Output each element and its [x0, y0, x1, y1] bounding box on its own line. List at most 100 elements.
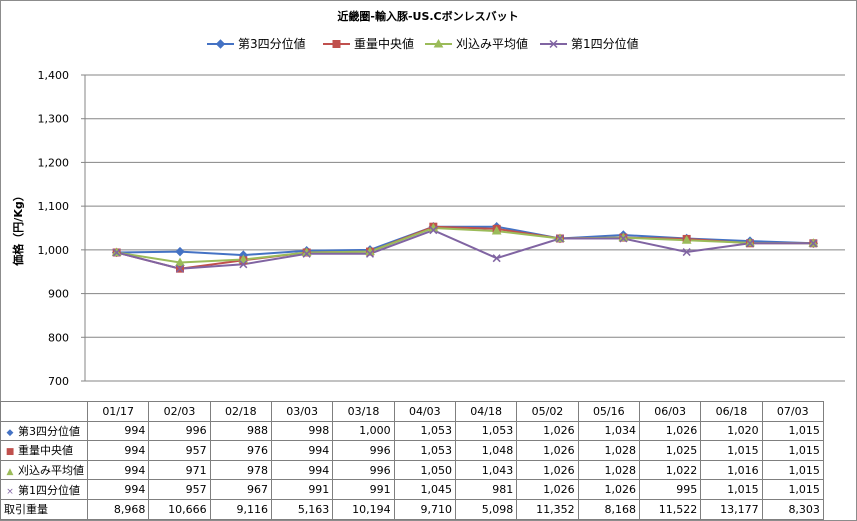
table-cell: 996	[148, 420, 211, 442]
y-tick-label: 1,400	[38, 69, 70, 82]
table-corner	[0, 401, 88, 422]
table-cell: 10,666	[148, 498, 211, 520]
table-cell: 1,026	[516, 459, 579, 481]
table-cell: 967	[209, 479, 272, 500]
legend-marker	[332, 40, 341, 48]
table-cell: 1,026	[638, 420, 702, 442]
table-cell: 991	[332, 479, 395, 500]
table-cell: 1,020	[700, 420, 763, 442]
table-cell: 1,000	[332, 420, 395, 442]
legend-key-icon: ×	[6, 486, 14, 497]
table-cell: 994	[270, 440, 334, 461]
data-point	[682, 248, 691, 257]
table-cell: 1,015	[700, 479, 763, 500]
table-cell: 1,026	[577, 479, 640, 500]
legend-key-icon: ◆	[6, 427, 14, 438]
table-cell: 1,022	[638, 459, 702, 481]
data-point	[365, 249, 375, 258]
legend-marker	[433, 38, 444, 48]
data-point	[175, 264, 185, 273]
table-row: × 第1四分位値 994 957 967 991 991 1,045 981 1,026 1,026…	[0, 479, 824, 500]
table-cell: 1,048	[454, 440, 518, 461]
table-cell: 991	[270, 479, 334, 500]
legend-label: 刈込み平均値	[456, 36, 528, 51]
data-point	[429, 226, 438, 235]
table-cell: 1,053	[393, 440, 456, 461]
y-tick-label: 900	[48, 288, 69, 301]
table-header-row: 01/17 02/03 02/18 03/03 03/18 04/03 04/18 05/02…	[0, 401, 824, 422]
table-cell: 1,015	[761, 440, 824, 461]
x-tick-label: 03/18	[332, 401, 395, 422]
x-tick-label: 06/18	[700, 401, 763, 422]
table-cell: 9,116	[209, 498, 272, 520]
table-cell: 5,098	[454, 498, 518, 520]
table-cell: 994	[86, 459, 150, 481]
data-point	[112, 248, 121, 257]
data-point	[555, 234, 565, 243]
table-cell: 8,168	[577, 498, 640, 520]
data-point	[809, 239, 818, 248]
table-cell: 1,053	[393, 420, 456, 442]
legend-label: 重量中央値	[354, 36, 414, 51]
table-cell: 957	[148, 479, 211, 500]
series-line	[116, 226, 814, 264]
x-tick-label: 04/18	[454, 401, 518, 422]
legend-key-icon: ▲	[6, 467, 14, 478]
table-cell: 978	[209, 459, 272, 481]
table-cell: 1,026	[516, 440, 579, 461]
x-tick-label: 01/17	[86, 401, 150, 422]
table-cell: 994	[86, 479, 150, 500]
table-cell: 1,028	[577, 440, 640, 461]
table-row-label: 取引重量	[0, 498, 88, 520]
table-cell: 8,303	[761, 498, 824, 520]
table-cell: 994	[86, 440, 150, 461]
table-cell: 5,163	[270, 498, 334, 520]
x-tick-label: 06/03	[638, 401, 702, 422]
table-cell: 1,043	[454, 459, 518, 481]
table-cell: 957	[148, 440, 211, 461]
chart-title: 近畿圏-輸入豚-US.Cボンレスバット	[337, 9, 518, 23]
legend-marker	[549, 39, 558, 49]
data-point	[238, 254, 249, 263]
table-cell: 994	[86, 420, 150, 442]
legend-label: 第3四分位値	[238, 36, 306, 51]
table-cell: 13,177	[700, 498, 763, 520]
y-axis-label: 価格（円/Kg）	[11, 190, 25, 266]
table-row-label: ◆ 第3四分位値	[0, 420, 88, 442]
table-cell: 996	[332, 440, 395, 461]
table-cell: 998	[270, 420, 334, 442]
x-tick-label: 02/18	[209, 401, 272, 422]
y-tick-label: 1,100	[38, 200, 70, 213]
row-label-text: 取引重量	[4, 503, 48, 517]
series-line	[116, 229, 814, 270]
table-cell: 1,045	[393, 479, 456, 500]
table-cell: 995	[638, 479, 702, 500]
data-table: 01/17 02/03 02/18 03/03 03/18 04/03 04/18 05/02…	[0, 401, 824, 520]
row-label-text: 重量中央値	[18, 444, 73, 458]
x-tick-label: 03/03	[270, 401, 334, 422]
table-cell: 1,025	[638, 440, 702, 461]
table-cell: 981	[454, 479, 518, 500]
table-cell: 1,015	[761, 479, 824, 500]
data-point	[491, 226, 502, 235]
x-tick-label: 05/02	[516, 401, 579, 422]
table-cell: 10,194	[332, 498, 395, 520]
y-tick-label: 1,200	[38, 156, 70, 169]
table-row: ◆ 第3四分位値 994 996 988 998 1,000 1,053 1,053 1,026 1…	[0, 420, 824, 442]
table-cell: 1,015	[761, 420, 824, 442]
table-row-label: × 第1四分位値	[0, 479, 88, 500]
table-cell: 1,015	[700, 440, 763, 461]
table-cell: 1,026	[516, 420, 579, 442]
row-label-text: 刈込み平均値	[18, 464, 84, 478]
table-row-label: ■ 重量中央値	[0, 440, 88, 461]
table-cell: 976	[209, 440, 272, 461]
table-row: ■ 重量中央値 994 957 976 994 996 1,053 1,048 1,026 1,02…	[0, 440, 824, 461]
data-point	[239, 260, 248, 269]
data-point	[175, 246, 185, 257]
y-tick-label: 1,000	[38, 244, 70, 257]
x-tick-label: 07/03	[761, 401, 824, 422]
table-cell: 1,016	[700, 459, 763, 481]
table-row: ▲ 刈込み平均値 994 971 978 994 996 1,050 1,043 1,026 1,0…	[0, 459, 824, 481]
y-tick-label: 1,300	[38, 113, 70, 126]
